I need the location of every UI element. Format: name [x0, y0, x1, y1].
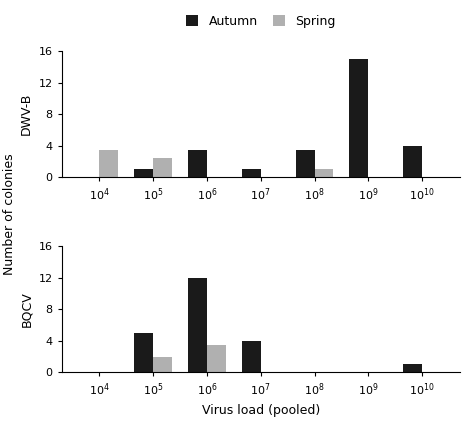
Bar [153, 158, 172, 177]
Bar [403, 146, 422, 177]
X-axis label: Virus load (pooled): Virus load (pooled) [201, 404, 320, 416]
Y-axis label: DWV-B: DWV-B [20, 93, 33, 136]
Bar [403, 365, 422, 372]
Bar [188, 150, 207, 177]
Legend: Autumn, Spring: Autumn, Spring [181, 10, 340, 33]
Bar [207, 345, 226, 372]
Bar [242, 341, 261, 372]
Bar [296, 150, 315, 177]
Bar [315, 169, 333, 177]
Bar [188, 278, 207, 372]
Y-axis label: BQCV: BQCV [20, 291, 33, 327]
Bar [153, 357, 172, 372]
Bar [349, 59, 368, 177]
Bar [242, 169, 261, 177]
Bar [134, 169, 153, 177]
Text: Number of colonies: Number of colonies [3, 153, 16, 275]
Bar [99, 150, 118, 177]
Bar [134, 333, 153, 372]
